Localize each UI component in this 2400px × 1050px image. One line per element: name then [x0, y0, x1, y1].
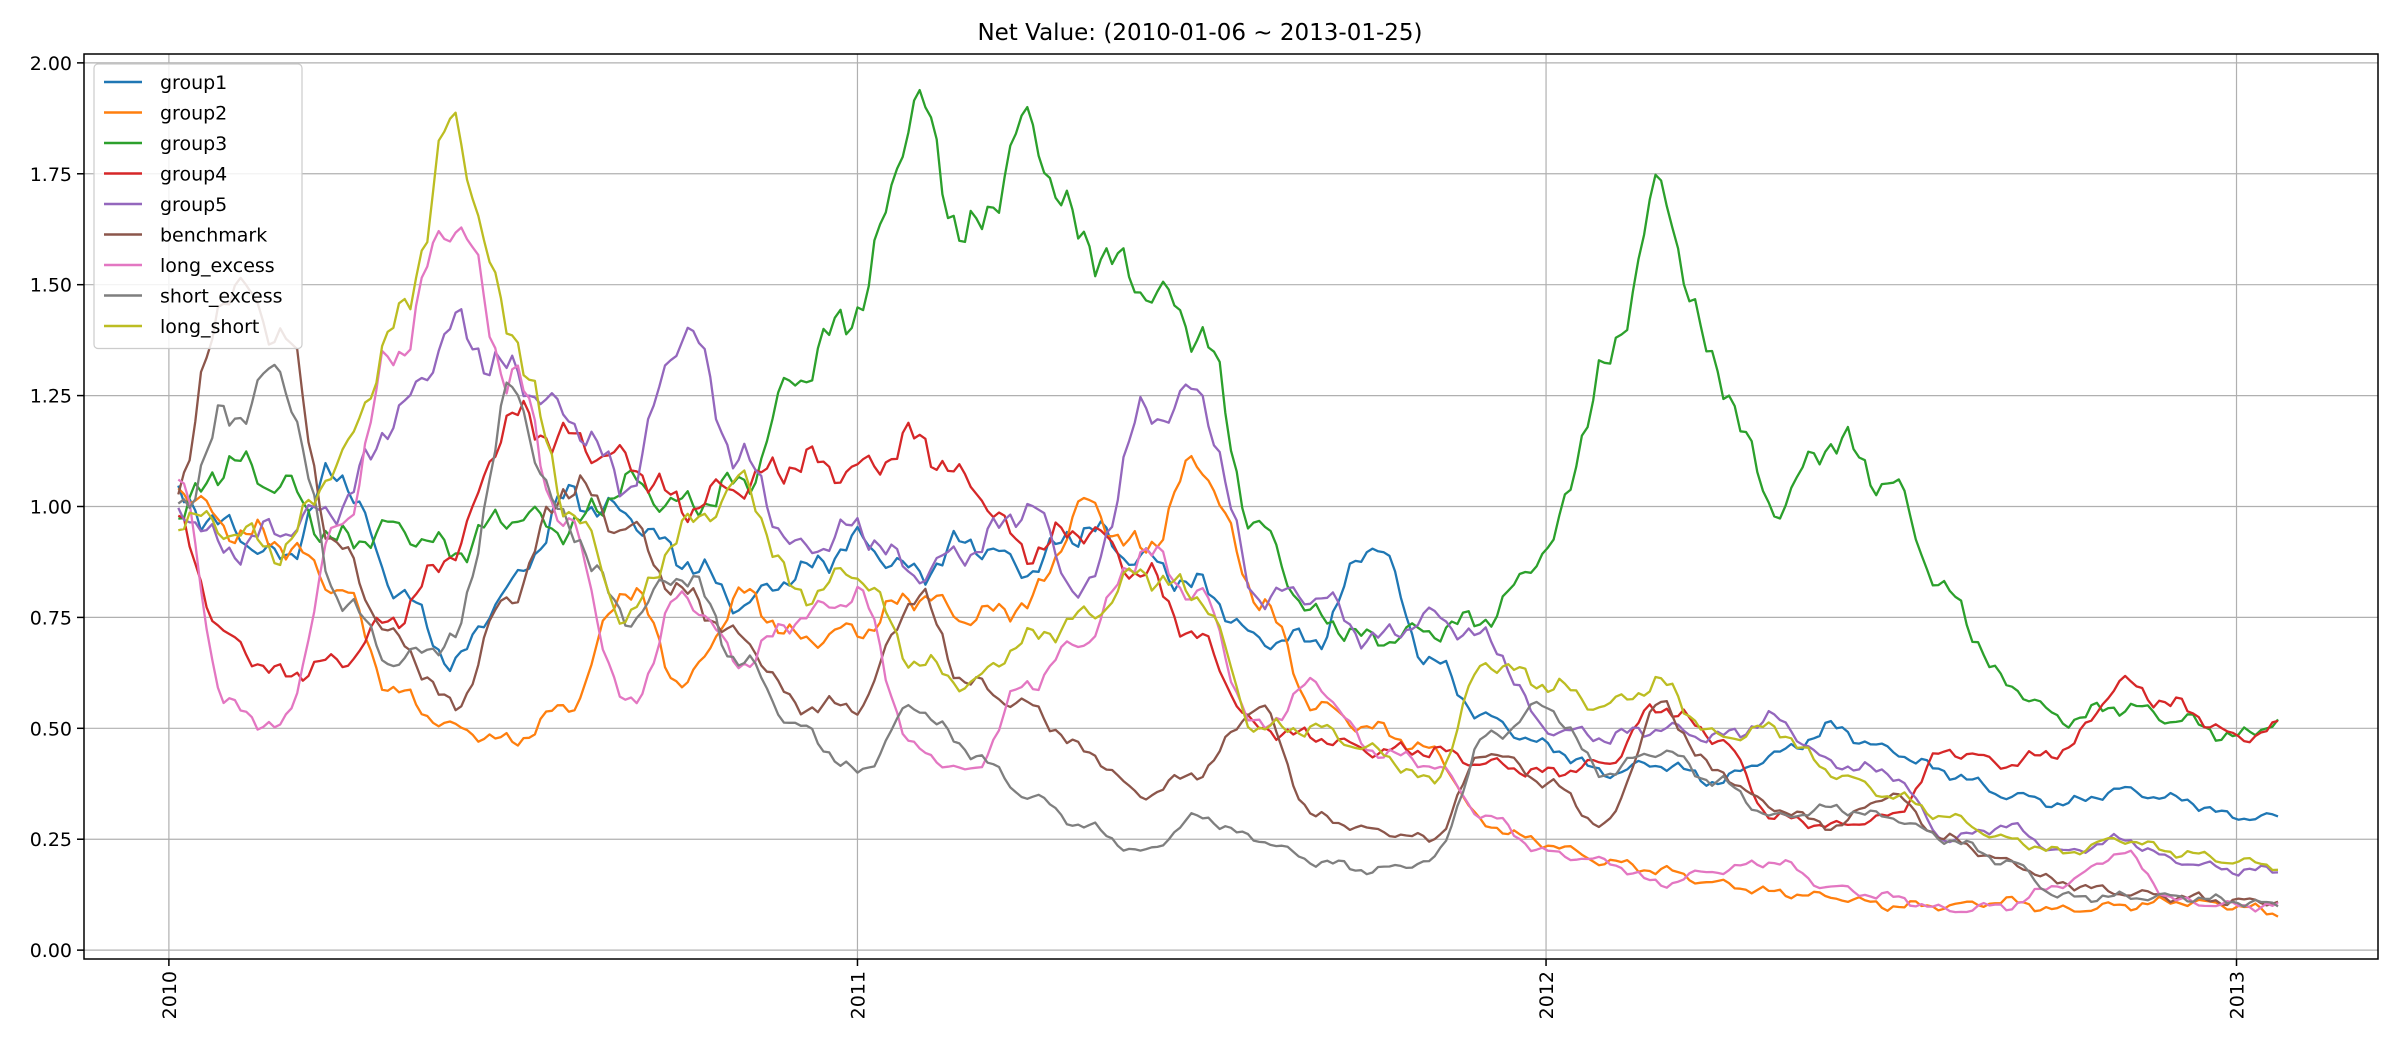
series-line-group4 — [177, 399, 2279, 830]
series-line-long-excess — [177, 226, 2279, 914]
series-line-group3 — [178, 88, 2279, 742]
y-tick-label: 2.00 — [30, 53, 72, 75]
y-tick-label: 1.00 — [30, 497, 72, 519]
y-tick-label: 1.25 — [30, 386, 72, 408]
y-tick-label: 0.00 — [30, 940, 72, 962]
y-tick-label: 0.25 — [30, 829, 72, 851]
legend-label-group4: group4 — [160, 164, 227, 186]
legend: group1 group2 group3 group4 group5 benchmark l… — [93, 63, 303, 350]
series-lines — [177, 88, 2279, 918]
legend-label-long-short: long_short — [160, 316, 259, 338]
legend-label-benchmark: benchmark — [160, 225, 267, 247]
axes: 0.00 0.25 0.50 0.75 1.00 1.25 1.50 1.75 2.00 2010… — [30, 53, 2249, 1019]
y-tick-label: 1.50 — [30, 275, 72, 297]
legend-label-long-excess: long_excess — [160, 255, 275, 277]
legend-label-group2: group2 — [160, 103, 227, 125]
series-line-long-short — [178, 111, 2279, 872]
series-line-short-excess — [177, 363, 2279, 908]
y-tick-label: 0.75 — [30, 607, 72, 629]
y-tick-label: 0.50 — [30, 718, 72, 740]
x-tick-label: 2011 — [847, 971, 869, 1019]
x-tick-label: 2013 — [2227, 971, 2249, 1019]
x-tick-label: 2010 — [159, 971, 181, 1019]
legend-label-group1: group1 — [160, 72, 227, 94]
legend-box — [93, 63, 303, 350]
chart-title: Net Value: (2010-01-06 ~ 2013-01-25) — [977, 20, 1422, 46]
y-tick-label: 1.75 — [30, 164, 72, 186]
legend-label-group3: group3 — [160, 133, 227, 155]
x-tick-label: 2012 — [1536, 971, 1558, 1019]
legend-label-short-excess: short_excess — [160, 286, 283, 308]
legend-label-group5: group5 — [160, 194, 227, 216]
